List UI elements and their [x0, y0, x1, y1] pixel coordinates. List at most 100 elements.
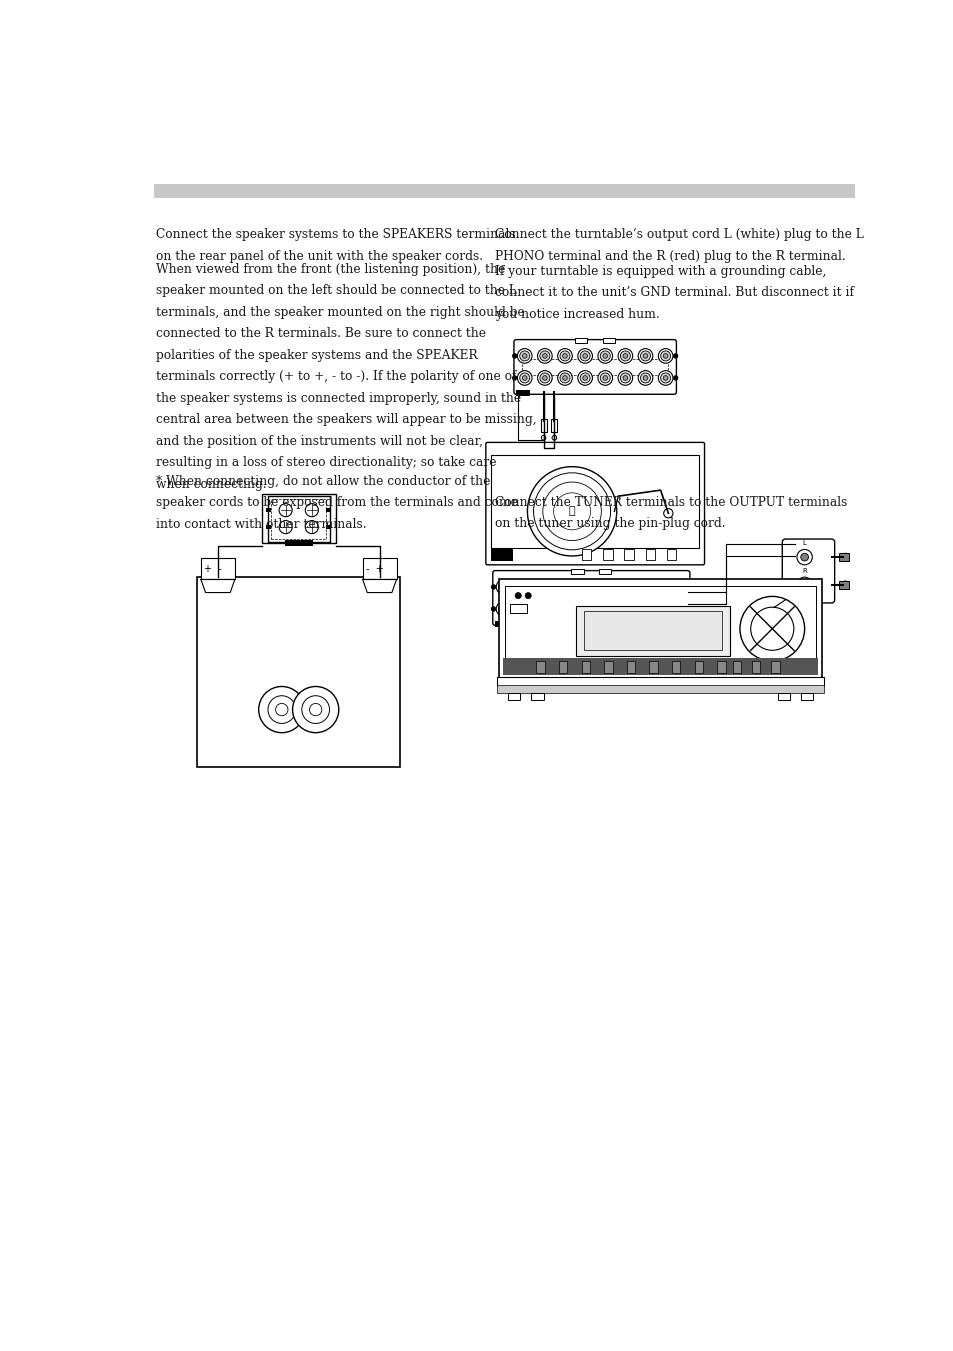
Circle shape: [663, 508, 672, 517]
Circle shape: [576, 607, 580, 611]
Bar: [551, 419, 557, 432]
Circle shape: [562, 354, 567, 358]
Text: R: R: [801, 567, 806, 574]
Circle shape: [517, 370, 532, 385]
Circle shape: [676, 607, 680, 611]
Bar: [362, 558, 396, 580]
Circle shape: [740, 596, 803, 661]
Circle shape: [301, 696, 329, 723]
Circle shape: [578, 349, 592, 363]
Circle shape: [596, 580, 611, 594]
Circle shape: [258, 686, 305, 732]
Circle shape: [674, 604, 683, 613]
Circle shape: [619, 373, 630, 382]
Bar: [201, 558, 234, 580]
Circle shape: [537, 349, 552, 363]
Circle shape: [623, 582, 634, 592]
Bar: [540, 419, 546, 432]
Bar: [495, 620, 508, 627]
Circle shape: [542, 354, 547, 358]
Circle shape: [648, 604, 659, 613]
Circle shape: [602, 354, 607, 358]
Bar: [497, 677, 823, 686]
Circle shape: [658, 370, 672, 385]
Bar: [694, 661, 702, 673]
Circle shape: [659, 373, 670, 382]
Circle shape: [750, 607, 793, 650]
Circle shape: [571, 601, 585, 616]
Circle shape: [673, 376, 678, 380]
Circle shape: [651, 607, 656, 611]
Bar: [261, 494, 335, 543]
Bar: [197, 577, 400, 767]
Text: If your turntable is equipped with a grounding cable,
connect it to the unit’s G: If your turntable is equipped with a gro…: [495, 265, 853, 320]
Circle shape: [540, 435, 545, 440]
Bar: [571, 569, 583, 574]
Circle shape: [662, 354, 667, 358]
FancyBboxPatch shape: [781, 539, 834, 603]
Text: -  +: - +: [366, 565, 383, 574]
Bar: [500, 589, 680, 607]
Bar: [602, 550, 612, 561]
Circle shape: [542, 376, 547, 380]
Bar: [839, 581, 847, 589]
Circle shape: [275, 704, 288, 716]
Bar: [645, 550, 654, 561]
Circle shape: [841, 581, 848, 589]
Text: When viewed from the front (the listening position), the
speaker mounted on the : When viewed from the front (the listenin…: [156, 263, 537, 490]
Circle shape: [674, 582, 683, 592]
Bar: [576, 605, 729, 655]
Circle shape: [498, 604, 508, 613]
Circle shape: [802, 553, 808, 558]
Circle shape: [796, 550, 811, 565]
Circle shape: [573, 582, 583, 592]
Circle shape: [671, 601, 686, 616]
Circle shape: [562, 376, 567, 380]
Circle shape: [268, 696, 295, 723]
Bar: [326, 524, 331, 530]
Circle shape: [638, 349, 652, 363]
Circle shape: [571, 580, 585, 594]
Circle shape: [279, 504, 292, 516]
Bar: [536, 661, 544, 673]
Text: Connect the turntable’s output cord L (white) plug to the L
PHONO terminal and t: Connect the turntable’s output cord L (w…: [495, 228, 862, 263]
Circle shape: [546, 580, 560, 594]
Circle shape: [621, 601, 636, 616]
Circle shape: [639, 373, 650, 382]
Circle shape: [582, 376, 587, 380]
Circle shape: [305, 520, 318, 534]
Bar: [497, 685, 823, 693]
Circle shape: [642, 354, 647, 358]
Circle shape: [623, 604, 634, 613]
Circle shape: [526, 607, 531, 611]
Bar: [516, 389, 530, 396]
Circle shape: [621, 580, 636, 594]
Circle shape: [796, 577, 811, 593]
Bar: [777, 693, 789, 700]
Circle shape: [309, 704, 321, 716]
FancyBboxPatch shape: [493, 570, 689, 626]
Circle shape: [598, 604, 608, 613]
Text: +  -: + -: [204, 565, 222, 574]
Circle shape: [515, 593, 520, 598]
Bar: [271, 499, 326, 539]
Text: * When connecting, do not allow the conductor of the
speaker cords to be exposed: * When connecting, do not allow the cond…: [156, 474, 517, 531]
Circle shape: [519, 351, 529, 361]
Circle shape: [520, 601, 536, 616]
Circle shape: [673, 354, 678, 358]
Bar: [581, 550, 591, 561]
Circle shape: [573, 604, 583, 613]
Bar: [508, 693, 520, 700]
Text: Connect the TUNER terminals to the OUTPUT terminals
on the tuner using the pin-p: Connect the TUNER terminals to the OUTPU…: [495, 496, 846, 530]
Circle shape: [602, 376, 607, 380]
Bar: [717, 661, 725, 673]
Circle shape: [537, 370, 552, 385]
Bar: [602, 338, 615, 343]
Circle shape: [646, 601, 660, 616]
Circle shape: [599, 351, 610, 361]
Circle shape: [558, 349, 572, 363]
Bar: [598, 569, 611, 574]
Bar: [504, 586, 816, 667]
Circle shape: [559, 373, 569, 382]
Bar: [603, 661, 612, 673]
